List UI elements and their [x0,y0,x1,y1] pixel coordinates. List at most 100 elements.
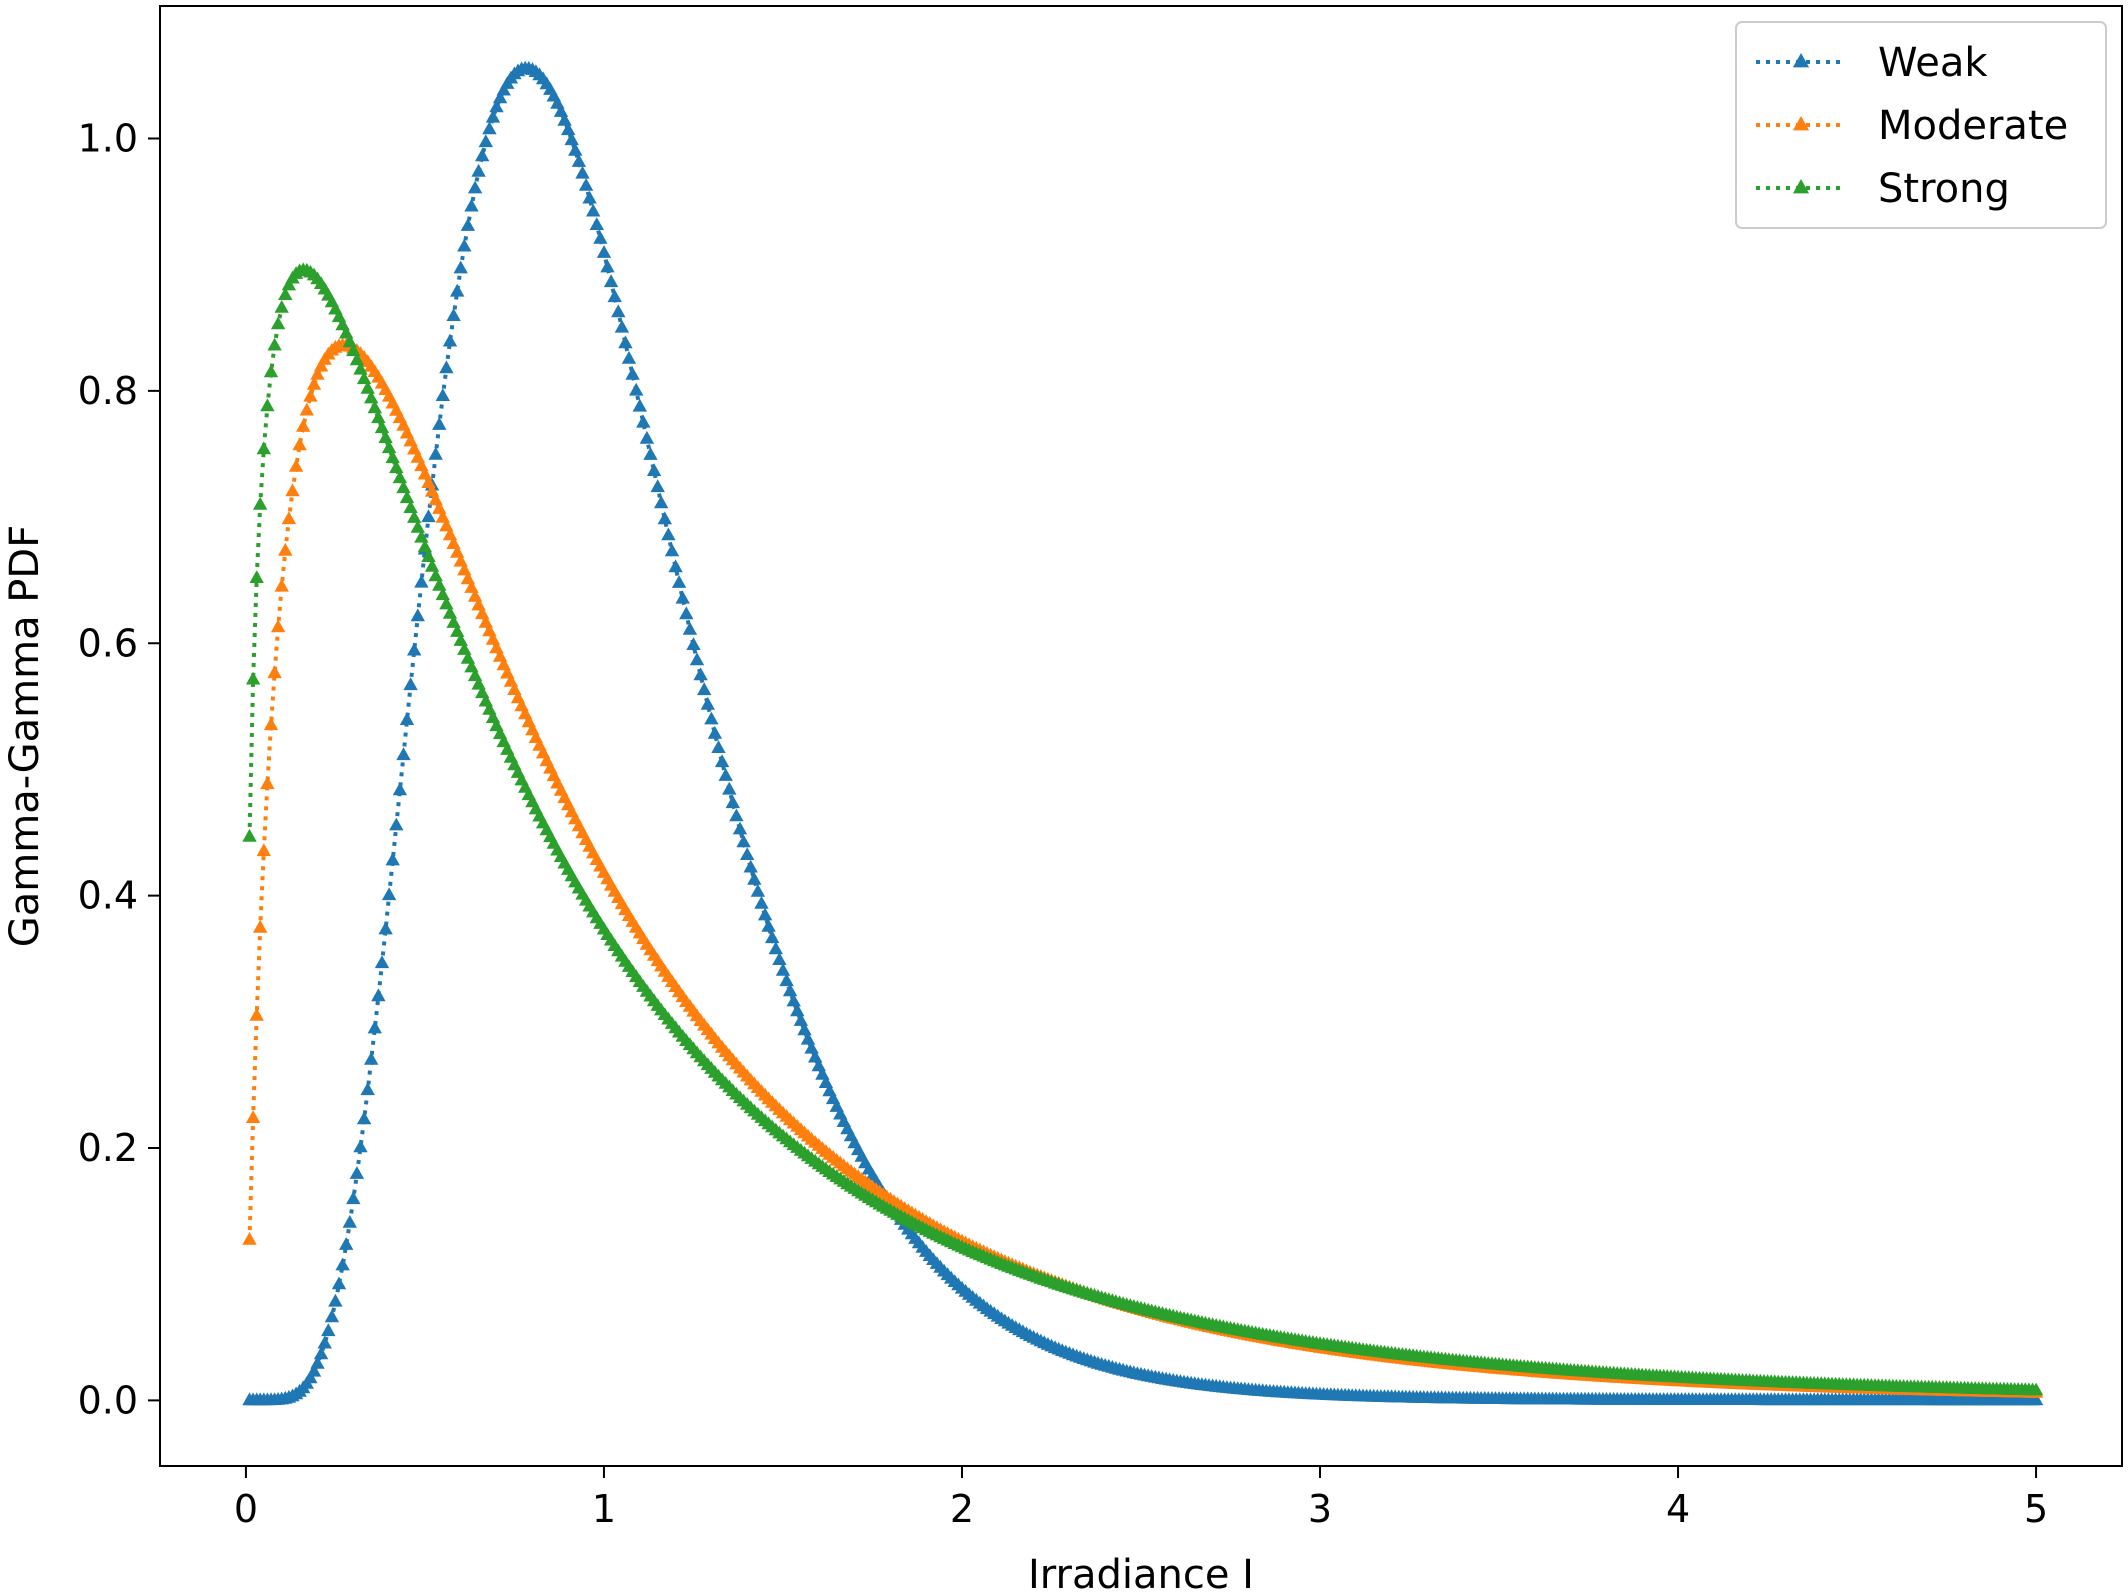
data-point [378,921,393,935]
data-point [689,652,705,666]
data-point [399,490,415,504]
data-point [621,351,637,364]
data-point [611,304,626,318]
data-point [407,642,422,656]
data-point [360,380,375,394]
data-point [281,277,297,291]
data-point [249,1007,264,1021]
data-point [790,1003,805,1017]
data-point [410,608,425,622]
data-point [242,1232,257,1245]
data-point [632,398,647,412]
data-point [245,1110,261,1123]
data-point [478,134,493,148]
data-point [725,795,740,809]
data-point [321,1323,336,1337]
data-point [317,1335,332,1349]
data-point [629,382,644,396]
x-axis-label: Irradiance I [1028,1552,1254,1592]
data-point [682,621,698,635]
data-point [364,1052,379,1065]
data-point [589,217,604,230]
data-point [396,480,411,494]
data-point [625,366,640,380]
data-point [381,887,397,901]
data-point [782,983,798,997]
y-tick-label: 0.2 [78,1126,138,1170]
data-point [578,178,594,191]
legend-marker [1792,116,1810,131]
data-point [310,1355,325,1369]
data-point [414,529,429,543]
data-point [657,511,672,525]
data-point [482,121,497,135]
data-point [435,388,450,401]
data-point [421,549,436,562]
data-point [729,808,744,822]
x-tick-label: 1 [592,1487,616,1531]
data-point [396,747,411,761]
data-point [292,437,307,451]
data-point [260,776,275,790]
data-point [331,1276,347,1290]
data-point [446,308,461,321]
data-point [471,163,486,177]
data-point [267,665,282,679]
x-tick-label: 4 [1666,1487,1690,1531]
y-tick-label: 0.4 [78,874,138,918]
series-line-moderate [247,343,2037,1395]
data-point [654,495,669,509]
data-point [786,993,801,1007]
data-point [428,446,443,460]
data-point [636,414,651,428]
series-layer [242,60,2044,1406]
data-point [775,962,791,976]
legend-label: Moderate [1878,103,2068,149]
data-point [593,231,608,244]
data-point [439,360,454,374]
data-point [754,895,769,909]
data-point [614,319,630,333]
data-point [761,919,776,932]
data-point [492,90,508,104]
data-point [381,440,397,454]
data-point [346,1191,361,1205]
data-point [700,697,715,710]
data-point [378,430,393,443]
data-point [750,884,766,897]
legend-item-weak: Weak [1756,40,1988,86]
data-point [718,768,733,781]
data-point [2028,1392,2044,1406]
data-point [450,283,465,297]
data-point [371,410,386,424]
data-point [339,1237,354,1250]
data-point [671,575,687,588]
data-point [313,1346,329,1360]
data-point [389,817,404,831]
data-point [600,259,615,273]
legend: Weak Moderate Strong [1735,21,2107,229]
data-point [274,300,289,313]
data-point [467,180,483,194]
data-point [263,364,279,378]
data-point [263,717,279,731]
y-axis: 0.0 0.2 0.4 0.6 0.8 1.0 [78,116,160,1422]
x-tick-label: 2 [950,1487,974,1531]
data-point [410,520,425,533]
data-point [253,496,268,510]
x-tick-label: 3 [1308,1487,1332,1531]
data-point [313,358,329,372]
data-point [335,1257,350,1271]
data-point [278,287,293,300]
data-point [736,834,751,848]
legend-box [1735,21,2107,229]
data-point [392,782,408,796]
data-point [407,510,422,523]
data-point [260,398,275,412]
legend-label: Weak [1878,40,1988,86]
data-point [306,376,322,390]
y-axis-label: Gamma-Gamma PDF [2,525,48,947]
y-tick-label: 1.0 [78,116,138,160]
data-point [356,1111,372,1125]
y-tick-label: 0.8 [78,369,138,413]
